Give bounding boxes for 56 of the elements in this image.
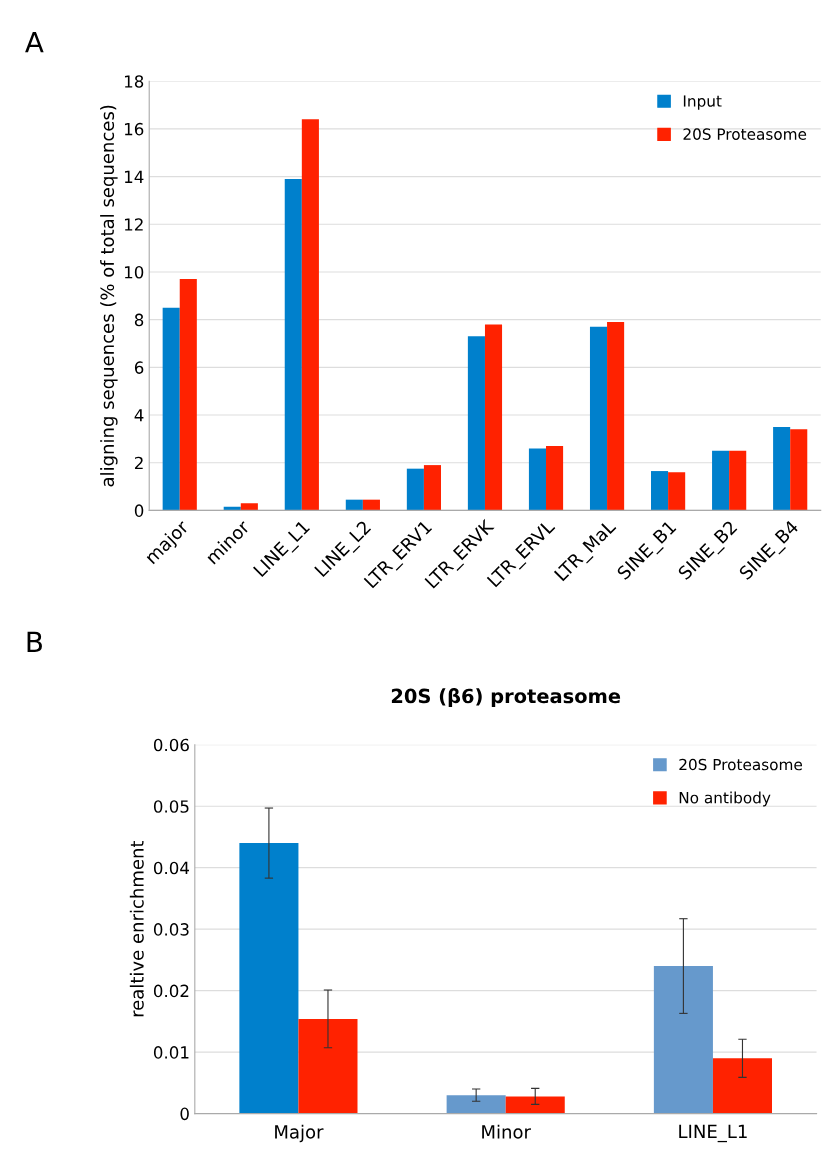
bar bbox=[528, 448, 547, 511]
x-tick-label: Major bbox=[275, 1124, 324, 1143]
legend-label: Input bbox=[683, 95, 722, 110]
y-tick-label: 8 bbox=[134, 313, 144, 327]
y-tick-label: 0.03 bbox=[153, 923, 189, 936]
bar bbox=[284, 178, 302, 511]
bar bbox=[240, 503, 258, 511]
y-tick-label: 18 bbox=[124, 75, 144, 88]
bar bbox=[446, 1095, 506, 1114]
bar bbox=[179, 279, 197, 511]
bar bbox=[298, 1018, 358, 1114]
y-tick-label: 2 bbox=[134, 456, 143, 470]
y-tick-label: 14 bbox=[124, 170, 144, 183]
legend-label: No antibody bbox=[679, 791, 771, 807]
y-axis-title: aligning sequences (% of total sequences) bbox=[100, 105, 118, 487]
legend-label: 20S Proteasome bbox=[679, 758, 802, 771]
y-tick-label: 0.02 bbox=[153, 984, 189, 998]
bar bbox=[239, 843, 299, 1114]
chart-title: 20S (β6) proteasome bbox=[391, 688, 621, 708]
y-tick-label: 6 bbox=[134, 361, 144, 374]
bar bbox=[423, 465, 442, 511]
y-tick-label: 16 bbox=[124, 122, 144, 136]
y-tick-label: 0.01 bbox=[153, 1046, 189, 1059]
legend-label: 20S Proteasome bbox=[683, 128, 807, 140]
x-tick-label: LINE_L1 bbox=[679, 1124, 747, 1143]
bar bbox=[773, 426, 791, 511]
bar bbox=[546, 446, 564, 511]
bar bbox=[790, 429, 808, 511]
bar bbox=[505, 1096, 565, 1114]
bar bbox=[607, 322, 625, 511]
bar bbox=[668, 472, 686, 511]
y-tick-label: 0.04 bbox=[153, 861, 190, 875]
bar bbox=[406, 468, 424, 511]
y-tick-label: 12 bbox=[124, 218, 143, 231]
bar bbox=[345, 499, 363, 511]
bar bbox=[651, 471, 669, 511]
y-tick-label: 0 bbox=[180, 1107, 189, 1121]
bar bbox=[467, 336, 485, 511]
bar bbox=[712, 1058, 773, 1114]
text: B bbox=[27, 631, 42, 652]
y-tick-label: 0.05 bbox=[153, 800, 189, 813]
bar bbox=[484, 324, 503, 511]
bar bbox=[653, 966, 713, 1114]
bar bbox=[162, 307, 180, 511]
bar bbox=[729, 450, 747, 511]
bar bbox=[301, 119, 319, 511]
bar bbox=[589, 326, 608, 511]
y-tick-label: 0.06 bbox=[153, 738, 189, 752]
y-tick-label: 10 bbox=[124, 265, 144, 279]
y-axis-title: realtive enrichment bbox=[129, 840, 144, 1017]
y-tick-label: 4 bbox=[134, 409, 144, 422]
bar bbox=[362, 499, 380, 511]
y-tick-label: 0 bbox=[134, 504, 144, 517]
text: A bbox=[25, 31, 44, 53]
x-tick-label: Minor bbox=[482, 1124, 531, 1139]
bar bbox=[712, 450, 730, 511]
